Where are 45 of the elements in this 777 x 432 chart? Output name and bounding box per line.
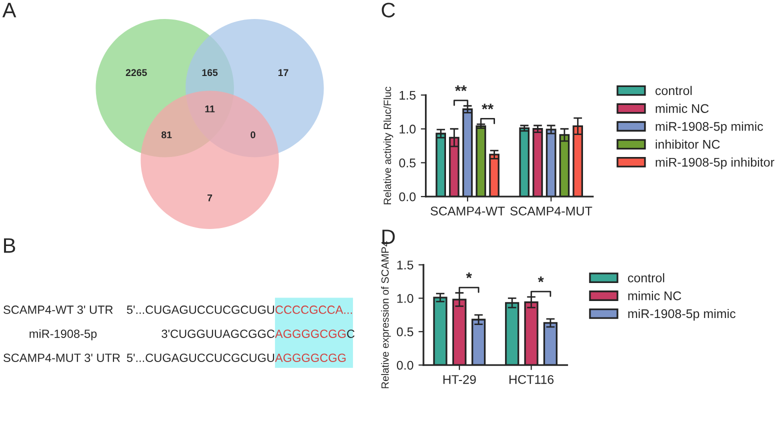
legend-label: inhibitor NC bbox=[656, 140, 720, 149]
annotation: ** bbox=[482, 104, 494, 110]
text: 5'...CUGAGUCCUCGCUGU bbox=[126, 354, 274, 362]
y-tick-label: 0.0 bbox=[396, 360, 414, 370]
y-tick-label: 1.5 bbox=[400, 90, 416, 100]
y-tick-label: 1.5 bbox=[397, 260, 414, 270]
text: 5'...CUGAGUCCUCGCUGU bbox=[126, 306, 274, 314]
legend-label: miR-1908-5p inhibitor bbox=[656, 158, 774, 170]
data-label: 165 bbox=[202, 69, 218, 76]
legend-label: control bbox=[655, 86, 692, 96]
x-tick-label: HCT116 bbox=[509, 375, 554, 384]
data-label: 2265 bbox=[126, 69, 147, 76]
x-tick-label: HT-29 bbox=[443, 375, 476, 384]
y-tick-label: 0.0 bbox=[399, 192, 416, 202]
text: AGGGGCGG bbox=[274, 330, 346, 338]
text: A bbox=[2, 2, 16, 18]
legend-label: miR-1908-5p mimic bbox=[656, 122, 763, 134]
y-axis-title: Relative activity Rluc/Fluc bbox=[383, 86, 394, 204]
text: AGGGGCGG bbox=[274, 354, 346, 362]
data-label: 11 bbox=[205, 106, 215, 112]
text: 3'CUGGUUAGCGGC bbox=[162, 330, 275, 338]
text: SCAMP4-WT 3' UTR bbox=[4, 306, 113, 314]
chart-title: C bbox=[382, 2, 395, 18]
annotation: * bbox=[466, 272, 472, 278]
y-tick-label: 1.0 bbox=[400, 124, 416, 134]
legend-label: mimic NC bbox=[628, 291, 682, 300]
y-tick-label: 1.0 bbox=[397, 294, 414, 303]
annotation: * bbox=[538, 276, 544, 282]
legend-label: miR-1908-5p mimic bbox=[628, 308, 736, 321]
text: C bbox=[347, 330, 355, 338]
text: CCCCGCCA... bbox=[276, 306, 352, 314]
x-tick-label: SCAMP4-MUT bbox=[510, 206, 592, 216]
legend-label: mimic NC bbox=[656, 104, 709, 113]
data-label: 0 bbox=[250, 131, 256, 138]
text: ** bbox=[454, 85, 467, 92]
x-tick-label: SCAMP4-WT bbox=[430, 206, 505, 216]
legend-label: control bbox=[628, 273, 664, 282]
text: miR-1908-5p bbox=[30, 329, 97, 340]
data-label: 81 bbox=[161, 131, 172, 138]
data-label: 7 bbox=[208, 194, 212, 202]
y-tick-label: 0.5 bbox=[396, 327, 414, 336]
text: SCAMP4-MUT 3' UTR bbox=[4, 354, 120, 362]
data-label: 17 bbox=[278, 69, 288, 76]
y-tick-label: 0.5 bbox=[399, 158, 416, 168]
text: B bbox=[4, 238, 16, 253]
